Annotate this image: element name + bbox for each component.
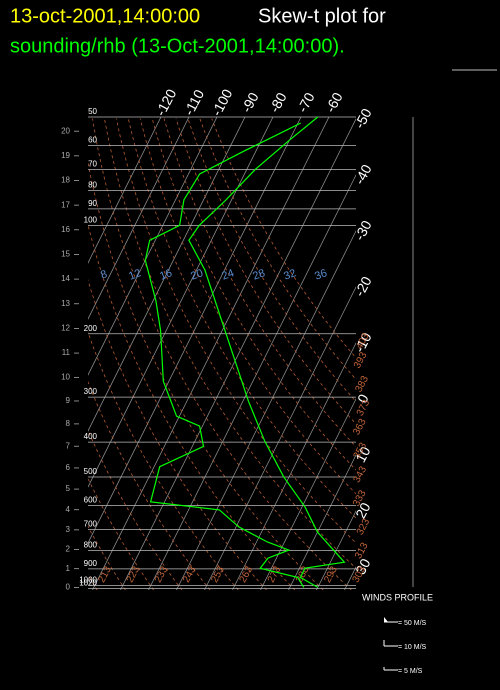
y-tick-label: 80	[88, 181, 97, 190]
y2-tick-label: 6	[66, 463, 71, 472]
y2-tick-label: 9	[66, 396, 71, 405]
dry-adiabat	[199, 118, 356, 381]
dry-adiabat	[104, 118, 356, 569]
x-tick-label: 30	[352, 556, 374, 577]
y-tick-label: 200	[84, 324, 98, 333]
dry-adiabat	[211, 118, 356, 359]
y2-tick-label: 13	[61, 299, 70, 308]
wind-legend-label: = 10 M/S	[398, 644, 427, 651]
y-tick-label: 800	[84, 541, 98, 550]
mixing-ratio-label: 24	[220, 267, 236, 282]
y2-tick-label: 0	[66, 583, 71, 592]
dry-adiabat	[88, 279, 267, 590]
isotherm	[120, 118, 356, 590]
y-tick-label: 50	[88, 107, 97, 116]
y2-tick-label: 15	[61, 250, 70, 259]
isotherm	[88, 117, 162, 264]
y-tick-label: 90	[88, 199, 97, 208]
y-tick-label: 60	[88, 136, 97, 145]
chart-title: Skew-t plot for	[258, 5, 386, 27]
mixing-ratio-label: 20	[189, 267, 205, 282]
y2-tick-label: 18	[61, 176, 70, 185]
isotherm	[204, 286, 356, 590]
isotherm	[88, 117, 246, 432]
y2-tick-label: 14	[61, 274, 70, 283]
isotherm	[232, 342, 356, 590]
y-tick-label: 700	[84, 520, 98, 529]
chart-subtitle: sounding/rhb (13-Oct-2001,14:00:00).	[10, 35, 345, 57]
mixing-ratio-label: 32	[282, 267, 298, 282]
title-date: 13-oct-2001,14:00:00	[10, 5, 200, 27]
isotherm	[176, 230, 356, 590]
y2-tick-label: 7	[66, 441, 71, 450]
sounding-trace	[144, 122, 305, 588]
dry-adiabat	[116, 118, 356, 544]
mixing-ratio-label: 16	[158, 267, 174, 282]
y-tick-label: 70	[88, 160, 97, 169]
wind-barb-pennant	[384, 617, 388, 622]
wind-legend-item: = 10 M/S	[383, 640, 427, 651]
isotherm	[260, 398, 356, 590]
y2-tick-label: 16	[61, 225, 70, 234]
y-tick-label: 500	[84, 467, 98, 476]
y-tick-label: 900	[84, 559, 98, 568]
y2-tick-label: 20	[61, 126, 70, 135]
wind-legend-item: = 5 M/S	[383, 667, 423, 675]
y2-tick-label: 1	[66, 564, 71, 573]
y2-tick-label: 11	[62, 348, 71, 357]
dry-adiabat	[127, 118, 356, 519]
dry-adiabat	[88, 331, 239, 590]
isotherm	[148, 174, 356, 590]
y2-tick-label: 19	[61, 151, 70, 160]
y2-tick-label: 5	[66, 484, 71, 493]
dry-adiabat	[139, 118, 356, 495]
y-tick-label: 1020	[79, 579, 97, 588]
wind-legend-label: = 5 M/S	[398, 668, 423, 675]
mixing-ratio-label: 8	[99, 268, 109, 281]
plot-area	[88, 117, 356, 590]
x-tick-label: 20	[352, 500, 374, 521]
y-tick-label: 300	[84, 387, 98, 396]
y2-tick-label: 17	[61, 200, 70, 209]
y-tick-label: 100	[84, 215, 98, 224]
mixing-ratio-label: 36	[313, 267, 329, 282]
y-tick-label: 600	[84, 496, 98, 505]
wind-legend-item: = 50 M/S	[384, 617, 427, 627]
isotherm	[288, 454, 356, 590]
sounding-trace	[188, 116, 346, 588]
dry-adiabat	[88, 223, 296, 590]
mixing-ratio-label: 28	[251, 267, 267, 282]
dry-adiabat	[88, 380, 211, 590]
isotherm	[88, 117, 190, 320]
wind-legend-label: = 50 M/S	[398, 620, 427, 627]
y2-tick-label: 3	[66, 525, 71, 534]
y2-tick-label: 4	[66, 505, 71, 514]
mixing-ratio-label: 12	[127, 267, 143, 282]
y2-tick-label: 8	[66, 419, 71, 428]
isotherm	[92, 117, 330, 590]
dry-adiabat	[163, 118, 356, 448]
isotherm	[88, 117, 302, 544]
y2-tick-label: 12	[61, 324, 70, 333]
dry-adiabat	[92, 118, 352, 590]
y-tick-label: 400	[84, 432, 98, 441]
wind-legend-title: WINDS PROFILE	[362, 592, 433, 602]
isotherm	[316, 510, 356, 590]
y-tick-label: 1000	[79, 575, 97, 584]
isotherm	[88, 117, 274, 488]
y2-tick-label: 2	[66, 545, 71, 554]
dry-adiabat	[175, 118, 356, 425]
dry-adiabat	[151, 118, 356, 471]
x-tick-label: 10	[352, 444, 374, 465]
y2-tick-label: 10	[61, 372, 70, 381]
dry-adiabat	[88, 477, 154, 590]
